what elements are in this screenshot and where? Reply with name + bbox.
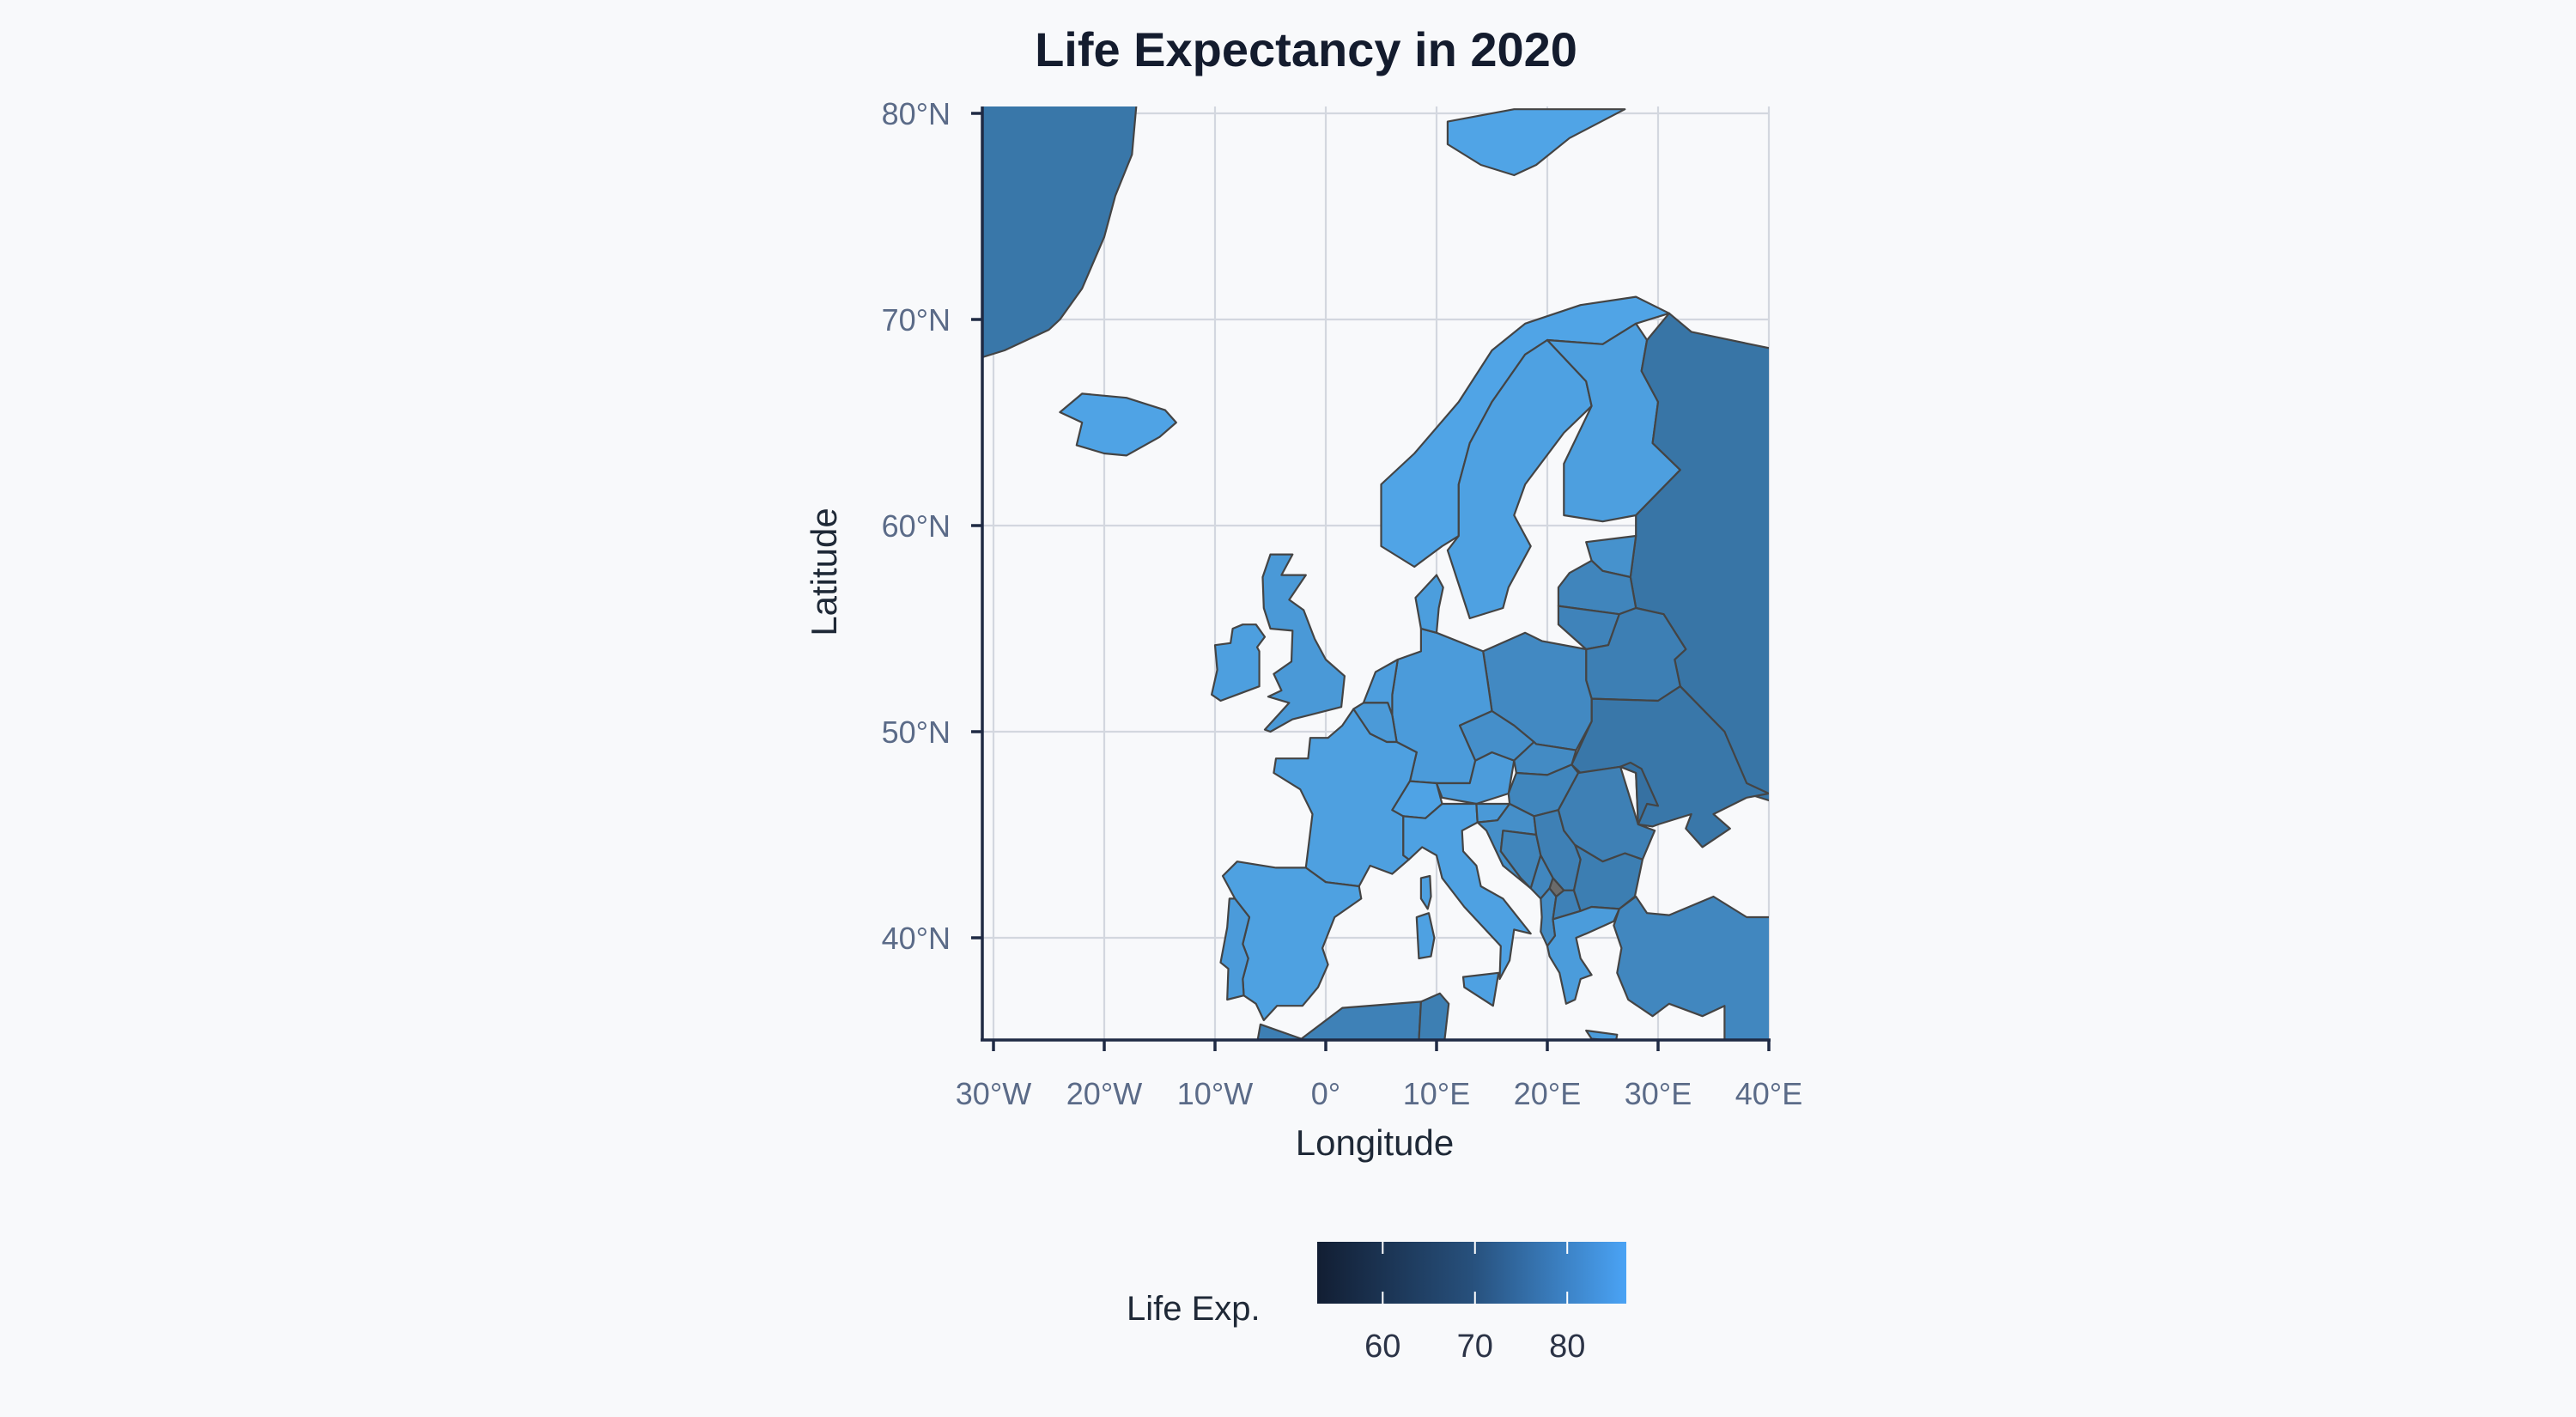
x-tick-label: 30°E bbox=[1625, 1076, 1692, 1111]
x-tick-label: 40°E bbox=[1735, 1076, 1802, 1111]
x-tick-label: 0° bbox=[1311, 1076, 1340, 1111]
country-algeria bbox=[1300, 1000, 1422, 1040]
country-tunisia bbox=[1418, 992, 1450, 1040]
y-axis-ticks: 80°N 70°N 60°N 50°N 40°N bbox=[882, 96, 982, 956]
legend-colorbar bbox=[1317, 1242, 1626, 1304]
y-tick-label: 70°N bbox=[882, 302, 951, 338]
country-sardinia bbox=[1415, 912, 1436, 960]
country-svalbard bbox=[1446, 108, 1626, 177]
country-morocco bbox=[1256, 1023, 1303, 1040]
y-axis-title: Latitude bbox=[804, 508, 844, 636]
x-tick-label: 30°W bbox=[956, 1076, 1031, 1111]
country-sweden bbox=[1446, 338, 1593, 620]
chart-title: Life Expectancy in 2020 bbox=[1035, 22, 1577, 76]
country-layer bbox=[982, 106, 1769, 1040]
country-greenland bbox=[982, 106, 1138, 359]
country-spain bbox=[1221, 861, 1363, 1022]
y-tick-label: 40°N bbox=[882, 921, 951, 956]
x-tick-label: 10°E bbox=[1403, 1076, 1470, 1111]
color-legend: Life Exp. 60 70 80 bbox=[1127, 1242, 1626, 1365]
country-united-kingdom bbox=[1261, 553, 1346, 733]
y-tick-label: 80°N bbox=[882, 96, 951, 131]
y-tick-label: 60°N bbox=[882, 508, 951, 544]
legend-tick-label: 70 bbox=[1457, 1329, 1493, 1365]
legend-tick-label: 80 bbox=[1549, 1329, 1585, 1365]
country-france bbox=[1273, 708, 1418, 888]
x-tick-label: 20°E bbox=[1514, 1076, 1581, 1111]
legend-ticks: 60 70 80 bbox=[1364, 1242, 1585, 1365]
country-iceland bbox=[1059, 392, 1177, 457]
x-tick-label: 10°W bbox=[1177, 1076, 1253, 1111]
x-tick-label: 20°W bbox=[1066, 1076, 1142, 1111]
country-corsica bbox=[1419, 874, 1432, 910]
x-axis-title: Longitude bbox=[1296, 1122, 1455, 1163]
country-greece bbox=[1546, 905, 1620, 1005]
legend-tick-label: 60 bbox=[1364, 1329, 1400, 1365]
country-ireland bbox=[1211, 623, 1267, 702]
country-moldova bbox=[1619, 761, 1660, 826]
y-tick-label: 50°N bbox=[882, 715, 951, 750]
country-turkey bbox=[1613, 895, 1769, 1040]
country-montenegro bbox=[1529, 854, 1554, 900]
legend-title: Life Exp. bbox=[1127, 1290, 1261, 1328]
country-sicily bbox=[1461, 971, 1500, 1007]
country-portugal bbox=[1219, 897, 1251, 1001]
country-crete bbox=[1585, 1029, 1619, 1040]
country-denmark bbox=[1414, 574, 1444, 634]
x-axis-ticks: 30°W 20°W 10°W 0° 10°E 20°E 30°E 40°E bbox=[956, 1040, 1802, 1111]
